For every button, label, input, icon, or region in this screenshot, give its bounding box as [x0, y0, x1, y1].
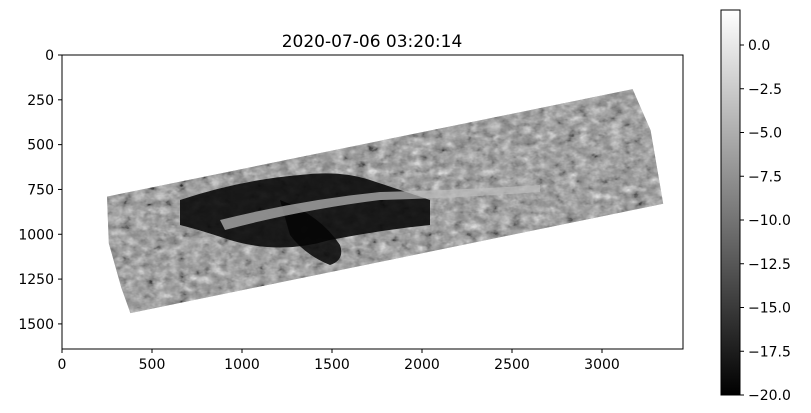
y-tick-label: 1500 [18, 317, 54, 333]
x-tick-label: 1000 [224, 357, 260, 373]
y-axis-ticks: 0 250 500 750 1000 1250 1500 [18, 48, 62, 333]
y-tick-label: 1250 [18, 272, 54, 288]
colorbar-tick-label: −7.5 [748, 169, 782, 185]
plot-area: 0 500 1000 1500 2000 2500 3000 0 250 500 750 1000 1… [18, 48, 684, 373]
x-tick-label: 2500 [494, 357, 530, 373]
x-tick-label: 500 [139, 357, 166, 373]
colorbar-ticks: 0.0 −2.5 −5.0 −7.5 −10.0 −12.5 −15.0 −17.5 −20.0 [740, 38, 791, 404]
y-tick-label: 0 [45, 48, 54, 64]
x-tick-label: 0 [58, 357, 67, 373]
colorbar-tick-label: 0.0 [748, 38, 770, 54]
y-tick-label: 750 [27, 182, 54, 198]
x-tick-label: 3000 [584, 357, 620, 373]
colorbar-tick-label: −5.0 [748, 126, 782, 142]
chart-title: 2020-07-06 03:20:14 [282, 32, 463, 52]
colorbar: 0.0 −2.5 −5.0 −7.5 −10.0 −12.5 −15.0 −17.5 −20.0 [720, 9, 791, 404]
colorbar-bar [720, 9, 741, 396]
colorbar-tick-label: −10.0 [748, 213, 791, 229]
x-axis-ticks: 0 500 1000 1500 2000 2500 3000 [58, 349, 620, 373]
x-tick-label: 2000 [404, 357, 440, 373]
y-tick-label: 250 [27, 93, 54, 109]
colorbar-tick-label: −12.5 [748, 257, 791, 273]
colorbar-tick-label: −17.5 [748, 344, 791, 360]
bright-valley-band [220, 185, 540, 230]
colorbar-tick-label: −15.0 [748, 301, 791, 317]
dark-glacier-region-lower [280, 200, 342, 265]
colorbar-tick-label: −2.5 [748, 82, 782, 98]
colorbar-tick-label: −20.0 [748, 388, 791, 404]
y-tick-label: 500 [27, 138, 54, 154]
axes-frame [61, 54, 684, 350]
x-tick-label: 1500 [314, 357, 350, 373]
y-tick-label: 1000 [18, 227, 54, 243]
